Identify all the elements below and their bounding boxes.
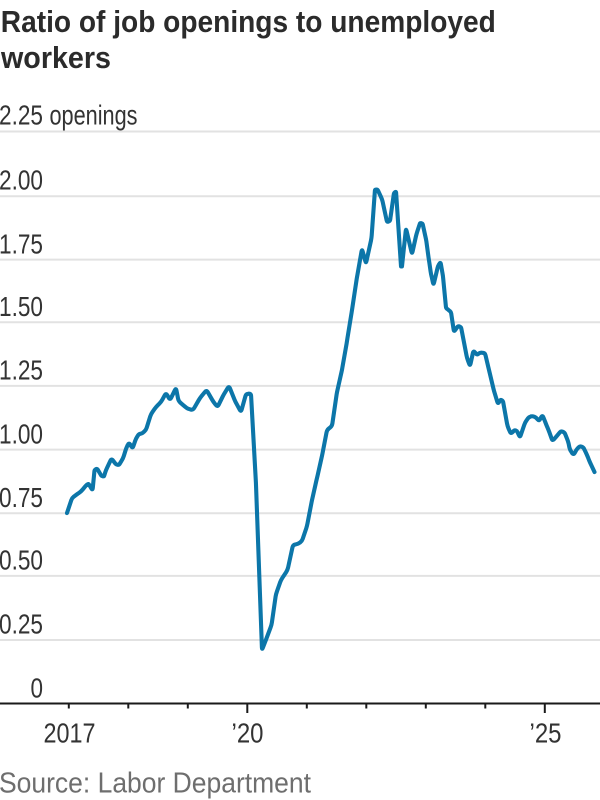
svg-text:2017: 2017 [44, 718, 96, 749]
svg-text:0.50: 0.50 [0, 545, 43, 576]
svg-text:2.25: 2.25 [0, 100, 43, 131]
svg-text:openings: openings [50, 100, 138, 131]
svg-text:0: 0 [31, 672, 44, 703]
svg-text:0.25: 0.25 [0, 609, 43, 640]
svg-text:Ratio of job openings to unemp: Ratio of job openings to unemployed [1, 4, 496, 39]
svg-text:1.50: 1.50 [0, 291, 43, 322]
svg-text:1.25: 1.25 [0, 355, 43, 386]
svg-text:workers: workers [0, 40, 111, 75]
svg-text:1.75: 1.75 [0, 228, 43, 259]
svg-text:Source: Labor Department: Source: Labor Department [0, 768, 311, 800]
svg-text:1.00: 1.00 [0, 418, 43, 449]
svg-text:0.75: 0.75 [0, 482, 43, 513]
svg-text:2.00: 2.00 [0, 165, 43, 196]
svg-text:’20: ’20 [232, 718, 264, 749]
svg-text:’25: ’25 [530, 718, 562, 749]
